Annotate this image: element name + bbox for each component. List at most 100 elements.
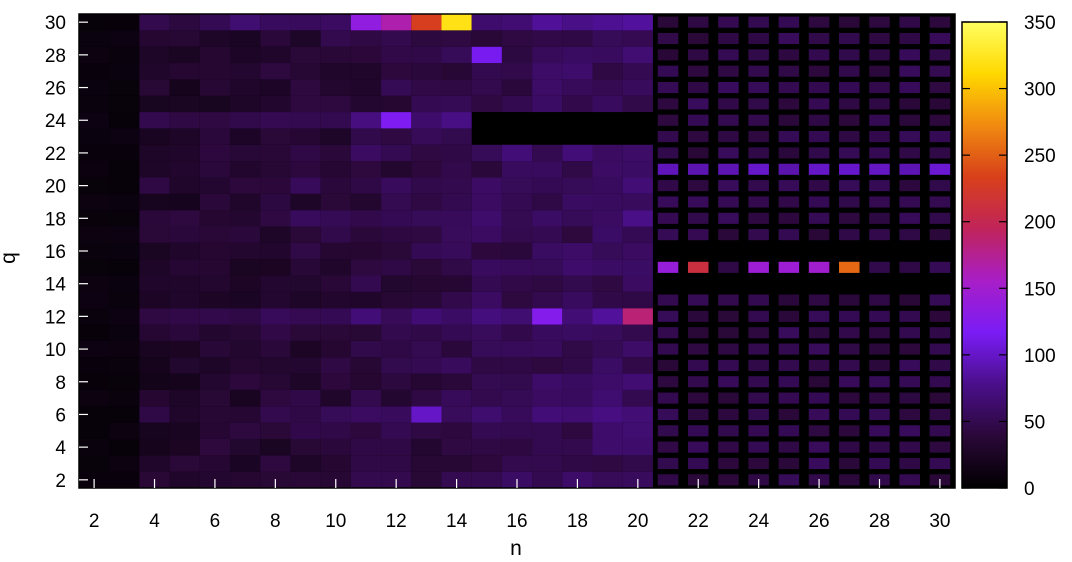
heatmap-cell (79, 112, 110, 129)
heatmap-cell (869, 310, 890, 322)
heatmap-cell (260, 389, 291, 407)
heatmap-cell (290, 373, 321, 390)
heatmap-cell (139, 324, 170, 341)
heatmap-cell (139, 14, 170, 31)
heatmap-cell (687, 359, 709, 371)
heatmap-cell (441, 259, 472, 276)
heatmap-cell (622, 14, 653, 31)
heatmap-cell (778, 343, 800, 355)
heatmap-cell (169, 30, 200, 47)
heatmap-cell (622, 455, 653, 472)
colorbar-tick-label: 250 (1024, 146, 1056, 167)
heatmap-cell (869, 229, 890, 241)
heatmap-cell (350, 471, 382, 488)
heatmap-cell (839, 425, 860, 437)
heatmap-cell (320, 128, 351, 145)
heatmap-cell (899, 310, 920, 322)
y-tick-label: 2 (55, 471, 66, 492)
heatmap-cell (381, 324, 412, 341)
heatmap-cell (718, 474, 739, 486)
heatmap-cell (350, 455, 382, 472)
heatmap-cell (350, 63, 382, 80)
heatmap-cell (109, 63, 140, 80)
heatmap-cell (622, 275, 653, 292)
heatmap-cell (839, 180, 860, 192)
heatmap-cell (718, 343, 739, 355)
heatmap-cell (79, 308, 110, 325)
heatmap-cell (808, 261, 830, 273)
heatmap-cell (79, 438, 110, 456)
heatmap-cell (778, 65, 800, 77)
heatmap-cell (592, 438, 623, 456)
heatmap-cell (778, 441, 800, 453)
heatmap-cell (471, 406, 502, 423)
heatmap-cell (230, 340, 261, 358)
heatmap-cell (808, 32, 830, 45)
heatmap-cell (109, 259, 140, 276)
heatmap-cell (592, 14, 623, 31)
heatmap-cell (320, 438, 351, 456)
heatmap-cell (501, 30, 533, 47)
heatmap-cell (657, 408, 679, 420)
heatmap-cell (501, 308, 533, 325)
heatmap-cell (381, 422, 412, 439)
heatmap-cell (169, 259, 200, 276)
heatmap-cell (899, 98, 920, 110)
x-axis-label: n (510, 537, 522, 560)
heatmap-cell (808, 65, 830, 77)
heatmap-cell (748, 49, 769, 61)
heatmap-cell (230, 471, 261, 488)
heatmap-cell (411, 63, 442, 80)
x-tick-label: 24 (748, 511, 770, 532)
heatmap-cell (501, 144, 533, 162)
heatmap-cell (199, 46, 231, 64)
heatmap-cell (471, 373, 502, 390)
heatmap-cell (109, 226, 140, 243)
heatmap-cell (562, 161, 593, 178)
heatmap-cell (199, 340, 231, 358)
heatmap-cell (79, 406, 110, 423)
heatmap-cell (139, 46, 170, 64)
heatmap-cell (657, 81, 679, 94)
heatmap-cell (199, 79, 231, 96)
heatmap-cell (411, 324, 442, 341)
heatmap-cell (290, 79, 321, 96)
heatmap-cell (501, 226, 533, 243)
heatmap-cell (441, 340, 472, 358)
heatmap-cell (748, 392, 769, 404)
heatmap-cell (501, 177, 533, 194)
heatmap-cell (592, 226, 623, 243)
heatmap-cell (748, 114, 769, 126)
heatmap-cell (169, 406, 200, 423)
heatmap-cell (471, 226, 502, 243)
heatmap-cell (199, 193, 231, 211)
x-tick-label: 28 (869, 511, 890, 532)
heatmap-cell (718, 81, 739, 94)
heatmap-cell (350, 161, 382, 178)
heatmap-cell (562, 30, 593, 47)
heatmap-cell (109, 46, 140, 64)
heatmap-cell (441, 210, 472, 227)
heatmap-cell (441, 95, 472, 113)
heatmap-cell (290, 193, 321, 211)
heatmap-cell (718, 229, 739, 241)
heatmap-cell (230, 95, 261, 113)
heatmap-cell (899, 49, 920, 61)
heatmap-cell (869, 457, 890, 470)
heatmap-cell (718, 147, 739, 159)
colorbar-tick-label: 50 (1024, 412, 1045, 433)
heatmap-cell (748, 408, 769, 420)
heatmap-cell (139, 275, 170, 292)
heatmap-cell (687, 376, 709, 388)
heatmap-cell (169, 455, 200, 472)
heatmap-cell (899, 147, 920, 159)
heatmap-cell (169, 193, 200, 211)
heatmap-cell (778, 131, 800, 143)
x-tick-label: 10 (325, 511, 346, 532)
heatmap-cell (808, 98, 830, 110)
heatmap-cell (411, 291, 442, 309)
colorbar: 0 50 100 150 200 250 300 350 (961, 13, 1056, 500)
heatmap-cell (290, 144, 321, 162)
heatmap-cell (230, 210, 261, 227)
